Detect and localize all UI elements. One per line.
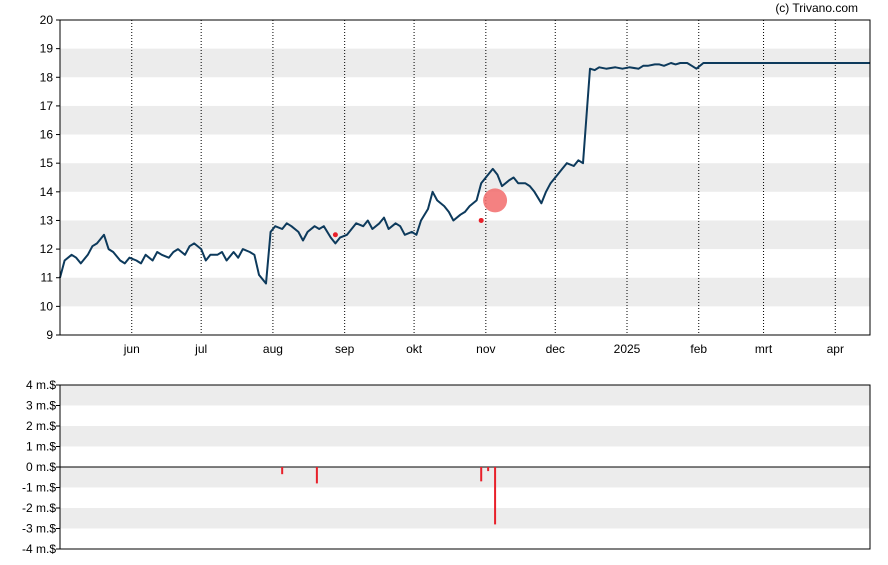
x-tick-label: apr [827,342,844,356]
y-tick-label: 16 [40,128,54,142]
insider-trade-dot [478,217,484,223]
y-tick-label: 10 [40,299,54,313]
x-tick-label: nov [476,342,495,356]
volume-tick-label: 2 m.$ [26,419,56,433]
volume-tick-label: 3 m.$ [26,399,56,413]
credit-text: (c) Trivano.com [775,1,858,15]
volume-tick-label: 1 m.$ [26,440,56,454]
price-series [59,62,870,285]
price-line [59,62,870,285]
insider-trade-dot [332,232,338,238]
y-tick-label: 20 [40,13,54,27]
x-tick-label: dec [546,342,565,356]
price-plot-frame [59,19,871,336]
y-tick-label: 19 [40,42,54,56]
volume-bands [60,385,870,529]
volume-bar [480,467,483,482]
volume-bar [281,467,284,475]
x-tick-label: sep [335,342,355,356]
price-band [60,277,870,307]
volume-plot-frame [59,384,871,550]
y-tick-label: 11 [41,271,54,285]
price-y-axis: 9 10 11 12 13 14 15 16 17 18 19 20 [40,13,60,342]
volume-tick-label: 0 m.$ [26,460,56,474]
x-tick-label: mrt [755,342,773,356]
volume-bar [494,467,497,525]
volume-bar [315,467,318,484]
price-bands [60,48,870,307]
x-tick-label: jun [123,342,140,356]
volume-band [60,426,870,447]
x-tick-label: feb [690,342,707,356]
y-tick-label: 13 [40,213,54,227]
volume-bars [281,467,497,525]
y-tick-label: 17 [40,99,54,113]
x-tick-label: aug [263,342,283,356]
price-markers [332,188,508,238]
y-tick-label: 12 [40,242,54,256]
y-tick-label: 9 [46,328,53,342]
price-band [60,163,870,192]
volume-band [60,508,870,529]
volume-y-axis: 4 m.$ 3 m.$ 2 m.$ 1 m.$ 0 m.$ -1 m.$ -2 m.$ -3 … [22,378,870,556]
y-tick-label: 15 [40,156,54,170]
price-band [60,220,870,250]
volume-tick-label: -4 m.$ [22,542,56,556]
price-x-axis: jun jul aug sep okt nov dec 2025 feb mrt apr [123,342,844,356]
insider-trade-marker [483,188,508,213]
x-tick-label: okt [406,342,423,356]
y-tick-label: 14 [40,185,54,199]
x-tick-label: jul [194,342,207,356]
volume-tick-label: -2 m.$ [22,501,56,515]
volume-tick-label: 4 m.$ [26,378,56,392]
y-tick-label: 18 [40,70,54,84]
volume-tick-label: -1 m.$ [22,481,56,495]
chart-frames [59,19,871,550]
volume-band [60,385,870,406]
volume-band [60,467,870,488]
x-tick-label: 2025 [614,342,641,356]
volume-tick-label: -3 m.$ [22,522,56,536]
price-band [60,105,870,135]
volume-bar [487,467,490,472]
